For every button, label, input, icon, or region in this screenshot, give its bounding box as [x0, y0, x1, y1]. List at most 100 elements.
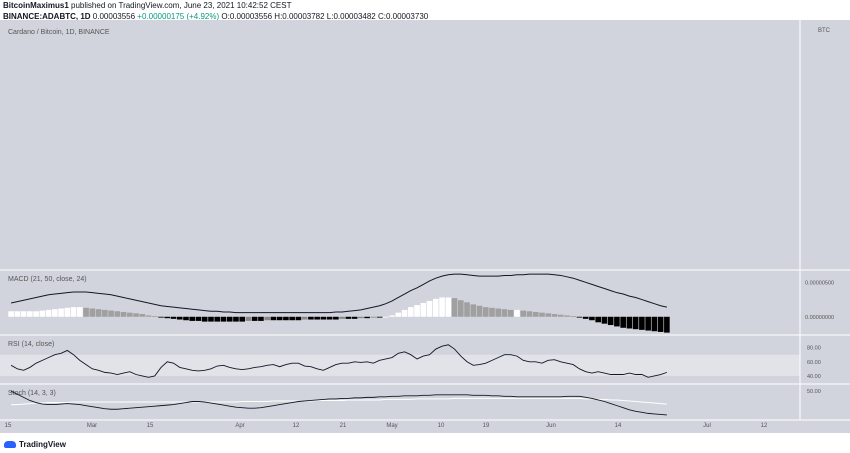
macd-histogram-bar [514, 309, 520, 317]
time-tick-label: Mar [87, 423, 97, 429]
time-tick-label: Jun [546, 423, 556, 429]
time-tick-label: 19 [483, 423, 490, 429]
tradingview-logo[interactable]: TradingView [4, 440, 66, 449]
chart-canvas[interactable]: Cardano / Bitcoin, 1D, BINANCE0(0.000050… [0, 20, 850, 433]
stoch-pane-title: Stoch (14, 3, 3) [8, 390, 56, 397]
macd-pane[interactable]: MACD (21, 50, close, 24) [8, 273, 670, 333]
macd-histogram-bar [220, 316, 227, 322]
macd-histogram-bar [164, 316, 171, 319]
macd-histogram-bar [495, 308, 502, 317]
macd-histogram-bar [114, 311, 121, 317]
macd-histogram-bar [601, 316, 608, 324]
macd-histogram-bar [83, 307, 89, 317]
macd-histogram-bar [276, 316, 283, 321]
macd-histogram-bar [339, 316, 345, 319]
stoch-pane[interactable]: Stoch (14, 3, 3) [8, 390, 667, 416]
macd-histogram-bar [595, 316, 601, 323]
symbol-header: BINANCE:ADABTC, 1D 0.00003556 +0.0000017… [3, 12, 850, 22]
macd-histogram-bar [432, 298, 439, 317]
macd-histogram-bar [239, 316, 246, 322]
macd-histogram-bar [645, 316, 651, 331]
macd-histogram-bar [414, 305, 420, 317]
macd-histogram-bar [301, 316, 308, 320]
macd-histogram-bar [520, 310, 527, 317]
macd-histogram-bar [70, 307, 77, 317]
macd-histogram-bar [120, 311, 127, 317]
macd-histogram-bar [108, 310, 114, 317]
price-pane[interactable]: Cardano / Bitcoin, 1D, BINANCE0(0.000050… [8, 20, 805, 36]
macd-histogram-bar [326, 316, 333, 320]
macd-histogram-bar [370, 316, 377, 318]
macd-histogram-bar [657, 316, 664, 332]
time-tick-label: 15 [147, 423, 154, 429]
macd-histogram-bar [201, 316, 208, 322]
macd-histogram-bar [589, 316, 595, 321]
macd-histogram-bar [358, 316, 364, 319]
macd-histogram-bar [489, 307, 495, 317]
macd-histogram-bar [101, 309, 108, 317]
macd-histogram-bar [451, 298, 458, 317]
time-tick-label: Apr [235, 423, 244, 429]
stoch-tick-label: 50.00 [807, 389, 821, 395]
macd-histogram-bar [639, 316, 645, 330]
change-value: +0.00000175 (+4.92%) [137, 12, 220, 21]
open-value: 0.00003556 [92, 12, 136, 21]
macd-histogram-bar [176, 316, 183, 320]
macd-histogram-bar [20, 311, 27, 317]
macd-histogram-bar [445, 297, 452, 317]
macd-histogram-bar [264, 316, 270, 321]
macd-histogram-bar [333, 316, 339, 320]
chart-background [0, 20, 850, 433]
macd-histogram-bar [233, 316, 239, 322]
macd-pane-title: MACD (21, 50, close, 24) [8, 276, 87, 283]
macd-histogram-bar [426, 300, 433, 317]
time-tick-label: 10 [438, 423, 445, 429]
author-name: BitcoinMaximus1 [3, 1, 69, 10]
macd-histogram-bar [45, 309, 52, 317]
macd-histogram-bar [320, 316, 327, 320]
macd-histogram-bar [457, 300, 464, 317]
macd-histogram-bar [570, 316, 577, 317]
macd-histogram-bar [389, 315, 395, 317]
macd-histogram-bar [626, 316, 633, 329]
macd-histogram-bar [52, 309, 58, 317]
rsi-pane[interactable]: RSI (14, close) [0, 341, 800, 378]
rsi-tick-label: 60.00 [807, 360, 821, 366]
macd-histogram-bar [345, 316, 352, 319]
macd-histogram-bar [664, 316, 670, 333]
macd-histogram-bar [245, 316, 252, 321]
time-tick-label: 12 [761, 423, 768, 429]
stoch-d-line [11, 397, 667, 406]
macd-histogram-bar [308, 316, 314, 320]
macd-histogram-bar [58, 308, 64, 317]
stoch-k-line [10, 390, 667, 416]
macd-histogram-bar [383, 316, 389, 318]
axes: BTC 0.00000500 0.00000000 80.00 60.00 40.00 50… [0, 20, 850, 429]
macd-histogram-bar [545, 313, 552, 317]
brand-label: TradingView [19, 440, 66, 449]
macd-histogram-bar [651, 316, 658, 332]
ohlc-values: O:0.00003556 H:0.00003782 L:0.00003482 C… [221, 12, 429, 21]
macd-histogram-bar [564, 315, 570, 317]
macd-histogram-bar [158, 316, 164, 318]
rsi-line [10, 344, 668, 378]
macd-histogram-bar [557, 314, 564, 317]
time-tick-label: 21 [340, 423, 347, 429]
price-pane-title: Cardano / Bitcoin, 1D, BINANCE [8, 29, 110, 36]
macd-histogram-bar [189, 316, 196, 321]
macd-histogram-bar [551, 314, 558, 317]
macd-histogram-bar [439, 297, 445, 317]
macd-histogram-bar [607, 316, 614, 326]
macd-histogram-bar [14, 311, 21, 317]
macd-line [11, 273, 667, 314]
macd-histogram-bar [89, 308, 96, 317]
macd-histogram-bar [39, 310, 46, 317]
macd-histogram-bar [270, 316, 277, 321]
macd-histogram-bar [151, 316, 158, 317]
time-tick-label: 12 [293, 423, 300, 429]
macd-histogram-bar [532, 311, 539, 317]
macd-histogram-bar [539, 312, 545, 317]
macd-histogram-bar [289, 316, 295, 321]
macd-histogram-bar [476, 305, 483, 317]
macd-histogram-bar [133, 313, 139, 317]
